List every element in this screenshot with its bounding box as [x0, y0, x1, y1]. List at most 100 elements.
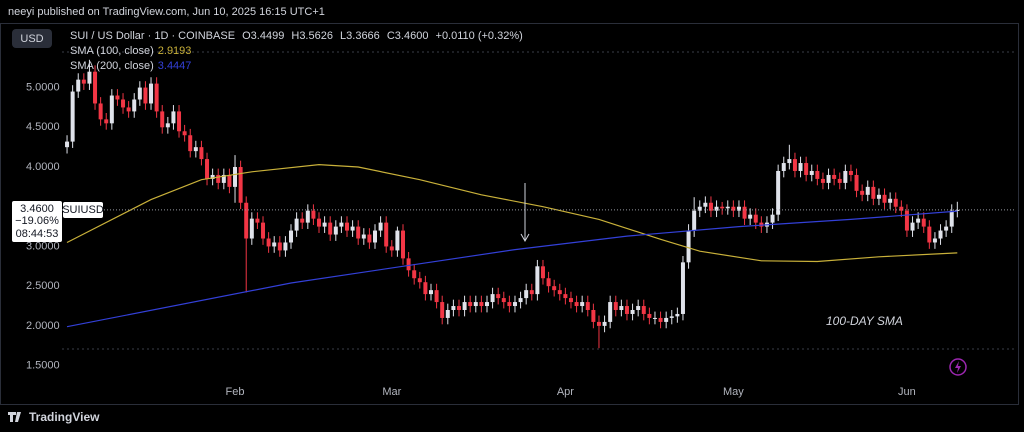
candle-body: [137, 87, 142, 100]
candle-body: [563, 294, 568, 299]
candle-body: [93, 71, 98, 104]
y-tick-label: 4.0000: [26, 161, 60, 173]
candle-body: [289, 230, 294, 243]
candle-body: [205, 159, 210, 179]
candle-body: [177, 111, 182, 132]
candle-body: [98, 103, 103, 120]
candle-body: [524, 290, 529, 299]
y-tick-label: 5.0000: [26, 81, 60, 93]
candle-body: [412, 270, 417, 279]
x-tick-label: Apr: [557, 386, 574, 398]
candle-body: [932, 238, 937, 243]
legend-open: O3.4499: [242, 30, 284, 42]
candle-body: [910, 222, 915, 231]
price-box: [12, 201, 62, 242]
sma-value: 3.4447: [158, 60, 192, 72]
candle-body: [647, 313, 652, 318]
candle-body: [143, 87, 148, 104]
candle-body: [339, 222, 344, 227]
candle-body: [216, 174, 221, 183]
price-change: −19.06%: [15, 215, 59, 227]
candle-body: [261, 222, 266, 239]
candle-body: [636, 306, 641, 311]
candle-body: [333, 226, 338, 235]
candle-body: [748, 214, 753, 219]
candle-body: [692, 210, 697, 231]
candle-body: [602, 321, 607, 326]
candle-body: [731, 206, 736, 211]
currency[interactable]: USD: [20, 33, 43, 45]
candle-body: [423, 282, 428, 295]
candle-body: [865, 186, 870, 195]
candle-body: [916, 218, 921, 223]
candle-body: [944, 226, 949, 231]
candle-body: [389, 246, 394, 251]
candle-body: [244, 202, 249, 239]
candle-body: [708, 202, 713, 211]
symbol-box: [63, 202, 103, 218]
candle-body: [266, 238, 271, 247]
candle-body: [451, 306, 456, 311]
symbol: SUIUSD: [62, 204, 104, 216]
candle-body: [149, 83, 154, 104]
candle-body: [501, 298, 506, 303]
candle-body: [428, 290, 433, 295]
candle-body: [87, 71, 92, 84]
legend-high: H3.5626: [291, 30, 333, 42]
alert-icon[interactable]: [949, 358, 967, 376]
candle-body: [484, 302, 489, 307]
candle-body: [899, 206, 904, 211]
x-tick-label: Feb: [226, 386, 245, 398]
candle-body: [305, 210, 310, 223]
candle-body: [703, 202, 708, 207]
candle-body: [630, 310, 635, 314]
candle-body: [893, 198, 898, 207]
price: 3.4600: [20, 203, 54, 215]
y-tick-label: 2.5000: [26, 280, 60, 292]
candle-body: [686, 230, 691, 263]
candle-body: [809, 170, 814, 175]
candle-body: [121, 99, 126, 108]
candle-body: [311, 210, 316, 219]
candle-body: [624, 306, 629, 314]
candle-body: [798, 163, 803, 171]
sma-name: SMA (100, close): [70, 45, 154, 57]
countdown: 08:44:53: [16, 228, 59, 240]
candle-body: [345, 222, 350, 231]
candle-body: [529, 290, 534, 295]
candle-body: [165, 123, 170, 128]
candle-body: [518, 298, 523, 303]
candle-body: [400, 230, 405, 259]
candle-body: [664, 317, 669, 322]
y-tick-label: 3.0000: [26, 240, 60, 252]
candle-body: [322, 222, 327, 227]
y-tick-label: 4.5000: [26, 121, 60, 133]
candle-body: [496, 294, 501, 299]
candle-body: [490, 294, 495, 303]
plot: 5.0000 4.5000 4.0000 3.0000 2.5000 2.0000 1.50…: [26, 59, 1015, 398]
candle-body: [277, 242, 282, 251]
candle-body: [81, 79, 86, 84]
annotation: 100-DAY SMA: [826, 314, 903, 328]
candle-body: [725, 206, 730, 209]
price-tag: 3.4600 −19.06% 08:44:53 SUIUSD: [12, 201, 104, 242]
candle-body: [669, 316, 674, 318]
currency-button[interactable]: [12, 29, 52, 48]
legend-close: C3.4600: [387, 30, 429, 42]
candle-body: [356, 226, 361, 239]
candle-body: [199, 147, 204, 160]
candle-body: [300, 218, 305, 223]
candle-body: [619, 306, 624, 311]
candle-body: [580, 302, 585, 307]
candle-body: [742, 206, 747, 219]
sma-name: SMA (200, close): [70, 60, 154, 72]
candle-body: [193, 147, 198, 152]
candle-body: [361, 234, 366, 239]
y-tick-label: 1.5000: [26, 360, 60, 372]
candle-body: [440, 302, 445, 318]
x-tick-label: Mar: [382, 386, 401, 398]
candle-body: [126, 107, 131, 112]
